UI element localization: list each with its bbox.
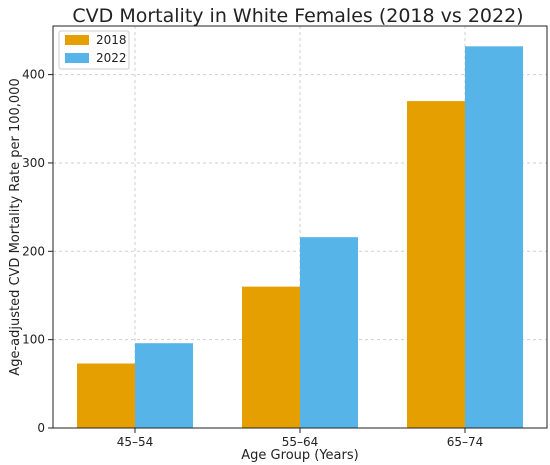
bar-2018-65–74 — [407, 101, 465, 428]
legend-label-2018: 2018 — [96, 33, 127, 47]
y-axis-label: Age-adjusted CVD Mortality Rate per 100,… — [8, 78, 23, 375]
y-axis: 0 100 200 300 400 — [22, 68, 53, 435]
chart-title: CVD Mortality in White Females (2018 vs … — [72, 5, 523, 27]
y-tick-label: 100 — [22, 333, 45, 347]
legend-swatch-2018 — [65, 35, 89, 45]
legend-swatch-2022 — [65, 53, 89, 63]
bar-2022-65–74 — [465, 46, 523, 428]
y-tick-label: 0 — [37, 421, 45, 435]
x-axis-label: Age Group (Years) — [241, 448, 358, 463]
bars — [77, 46, 523, 428]
bar-2022-45–54 — [135, 343, 193, 428]
y-tick-label: 300 — [22, 156, 45, 170]
bar-2018-45–54 — [77, 363, 135, 428]
legend-label-2022: 2022 — [96, 51, 127, 65]
y-tick-label: 200 — [22, 244, 45, 258]
bar-2018-55–64 — [242, 286, 300, 428]
legend: 2018 2022 — [58, 30, 130, 70]
x-tick-label: 65–74 — [447, 435, 484, 449]
x-tick-label: 45–54 — [117, 435, 154, 449]
x-tick-label: 55–64 — [282, 435, 319, 449]
bar-2022-55–64 — [300, 237, 358, 428]
y-tick-label: 400 — [22, 68, 45, 82]
x-axis: 45–54 55–64 65–74 — [117, 428, 484, 449]
